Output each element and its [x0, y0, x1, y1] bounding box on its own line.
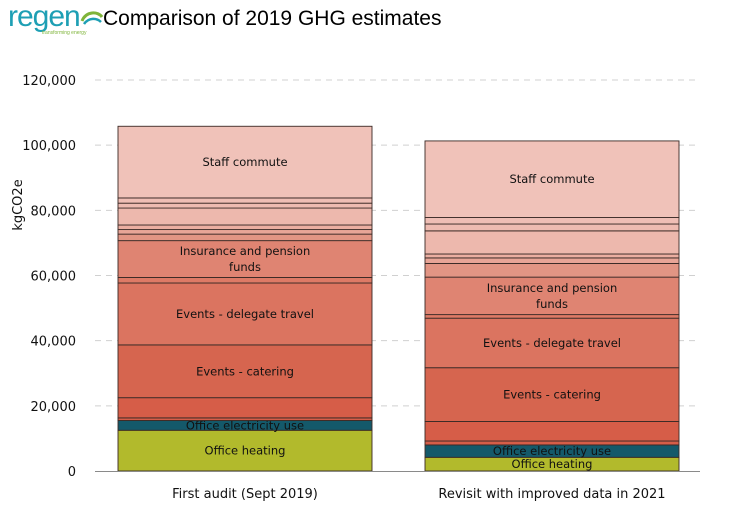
segment-label: funds [536, 297, 568, 311]
bar-segment [424, 253, 680, 259]
bar-segment [117, 125, 373, 199]
bar-segment [424, 367, 680, 422]
bar-segment [424, 440, 680, 446]
bar-segment [117, 233, 373, 242]
bar-segment [117, 282, 373, 346]
bar-segment [424, 314, 680, 319]
bar-segment [117, 229, 373, 235]
segment-label: Staff commute [202, 155, 287, 169]
bar-segment [424, 317, 680, 369]
bar-segment [117, 277, 373, 284]
x-tick-label: First audit (Sept 2019) [172, 487, 318, 502]
segment-label: Office heating [512, 457, 593, 471]
bar-segment [117, 397, 373, 419]
y-axis-ticks: 0 20,000 40,000 60,000 80,000 100,000 120,000 [22, 74, 76, 480]
segment-label: Office electricity use [186, 418, 304, 432]
x-axis-labels: First audit (Sept 2019) Revisit with impr… [172, 487, 665, 502]
bar-segment [424, 223, 680, 232]
segment-label: Insurance and pension [180, 244, 311, 258]
segment-label: Events - catering [503, 388, 601, 402]
bar-stack: Office heating Office electricity use Even… [117, 125, 373, 472]
bar-segment [424, 257, 680, 264]
segment-label: Insurance and pension [487, 281, 618, 295]
y-tick-label: 100,000 [22, 139, 76, 154]
logo-wordmark: regen [8, 0, 81, 33]
bar-segment [424, 217, 680, 225]
y-axis-label: kgCO2e [11, 179, 26, 230]
bar-segment [117, 224, 373, 231]
regen-logo: regen transforming energy [8, 0, 104, 38]
segment-label: Events - delegate travel [176, 307, 314, 321]
y-tick-label: 20,000 [31, 400, 77, 415]
bar-segment [117, 197, 373, 204]
x-tick-label: Revisit with improved data in 2021 [438, 487, 665, 502]
bar-segment [117, 240, 373, 278]
y-tick-label: 60,000 [31, 270, 77, 285]
bar-segment [117, 207, 373, 226]
segment-label: Events - delegate travel [483, 336, 621, 350]
segment-label: Events - catering [196, 364, 294, 378]
bar-segment [424, 140, 680, 218]
bar-segment [424, 262, 680, 278]
segment-label: Office heating [205, 444, 286, 458]
bar-segment [117, 202, 373, 209]
bar-segment [424, 421, 680, 442]
bar-segment [117, 429, 373, 472]
logo-tagline: transforming energy [42, 30, 87, 36]
bar-segment [424, 230, 680, 255]
y-tick-label: 120,000 [22, 74, 76, 89]
segment-label: funds [229, 260, 261, 274]
y-tick-label: 0 [68, 465, 76, 480]
segment-label: Office electricity use [493, 444, 611, 458]
chart-title: Comparison of 2019 GHG estimates [103, 7, 442, 30]
y-tick-label: 40,000 [31, 335, 77, 350]
logo-swirl-icon [80, 11, 104, 25]
segment-label: Staff commute [509, 172, 594, 186]
y-tick-label: 80,000 [31, 204, 77, 219]
bar-segment [117, 344, 373, 399]
